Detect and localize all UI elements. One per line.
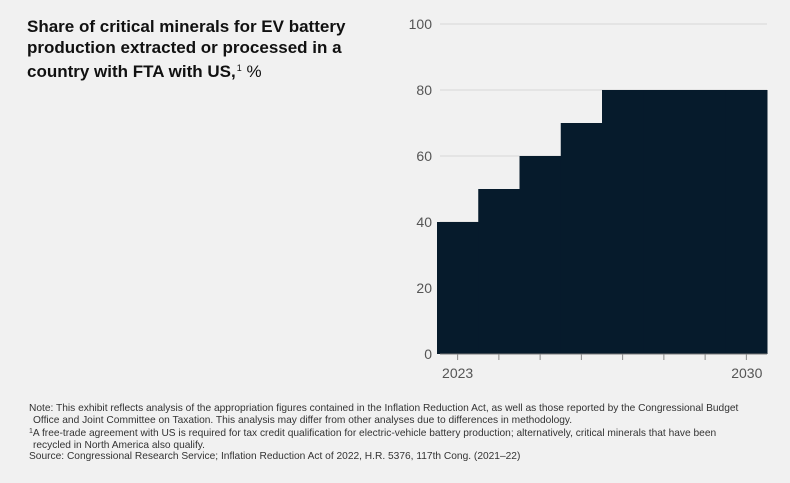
title-unit: % — [246, 62, 262, 81]
y-tick-label-100: 100 — [409, 16, 433, 32]
chart-title-text: Share of critical minerals for EV batter… — [27, 17, 346, 81]
note-line-2: Office and Joint Committee on Taxation. … — [33, 414, 573, 426]
step-bar-2025 — [519, 156, 562, 354]
title-footnote-marker: 1 — [236, 63, 242, 73]
y-tick-label-40: 40 — [416, 214, 432, 230]
y-tick-label-60: 60 — [416, 148, 432, 164]
step-bar-2029 — [684, 90, 727, 354]
step-bar-2023 — [437, 222, 479, 354]
note-line-1: Note: This exhibit reflects analysis of … — [29, 403, 739, 414]
chart-title: Share of critical minerals for EV batter… — [27, 16, 357, 82]
y-tick-label-80: 80 — [416, 82, 432, 98]
step-bar-2026 — [560, 123, 603, 354]
footnote-text-1: A free-trade agreement with US is requir… — [32, 428, 717, 440]
footnote-line-2: recycled in North America also qualify. — [33, 439, 205, 451]
axes — [440, 353, 767, 360]
step-bar-2024 — [478, 189, 520, 354]
source-line: Source: Congressional Research Service; … — [29, 451, 521, 463]
plot-area — [437, 90, 768, 354]
footnote-marker: 1 — [29, 428, 33, 436]
x-axis-labels: 2023 2030 — [442, 365, 763, 381]
step-bar-2027 — [602, 90, 644, 354]
step-area-chart: 0 20 40 60 80 100 2023 2030 — [409, 16, 768, 381]
notes-block: Note: This exhibit reflects analysis of … — [29, 403, 790, 463]
footnote-line-1: 1A free-trade agreement with US is requi… — [29, 426, 790, 440]
step-bar-2028 — [643, 90, 685, 354]
step-bar-2030 — [725, 90, 768, 354]
y-tick-label-20: 20 — [416, 280, 432, 296]
x-tick-label-2030: 2030 — [731, 365, 762, 381]
y-axis-labels: 0 20 40 60 80 100 — [409, 16, 433, 362]
y-tick-label-0: 0 — [424, 346, 432, 362]
x-tick-label-2023: 2023 — [442, 365, 473, 381]
